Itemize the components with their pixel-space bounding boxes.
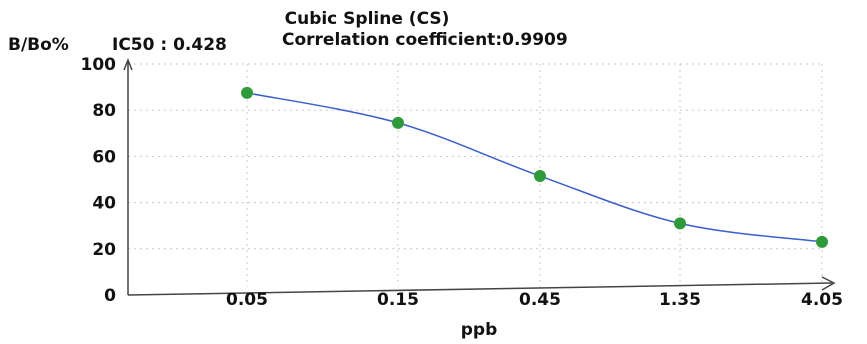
x-tick-label: 0.05 — [226, 290, 268, 310]
x-tick-label: 1.35 — [659, 290, 701, 310]
axes — [123, 57, 836, 296]
y-axis-arrow — [123, 57, 133, 71]
chart-title: Cubic Spline (CS) — [285, 9, 450, 29]
x-axis-arrow — [821, 276, 836, 291]
y-tick-label: 0 — [104, 286, 116, 306]
data-point — [674, 217, 686, 230]
y-tick-label: 40 — [92, 194, 116, 214]
y-tick-label: 20 — [92, 240, 116, 260]
y-axis-label: B/Bo% — [8, 35, 69, 55]
data-point — [392, 116, 404, 129]
ic50-readout: IC50 : 0.428 — [112, 35, 227, 55]
data-point — [241, 86, 253, 99]
y-tick-labels: 0 20 40 60 80 100 — [81, 55, 117, 306]
x-tick-label: 0.15 — [377, 290, 419, 310]
series-line — [246, 92, 823, 243]
x-tick-label: 0.45 — [519, 290, 561, 310]
x-tick-labels: 0.05 0.15 0.45 1.35 4.05 — [226, 290, 843, 310]
y-tick-label: 80 — [92, 101, 116, 121]
x-axis-line — [127, 282, 833, 296]
data-point — [816, 235, 828, 248]
correlation-readout: Correlation coefficient:0.9909 — [282, 30, 568, 50]
data-points — [241, 86, 828, 248]
y-tick-label: 60 — [92, 147, 116, 167]
x-axis-label: ppb — [461, 320, 498, 340]
y-tick-label: 100 — [81, 55, 117, 75]
x-tick-label: 4.05 — [801, 290, 843, 310]
grid — [128, 63, 823, 287]
data-point — [534, 170, 546, 183]
